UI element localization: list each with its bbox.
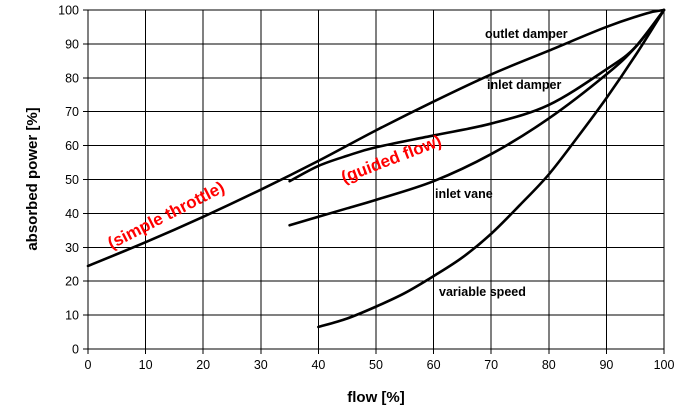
y-tick-label-8: 80: [65, 71, 79, 85]
series-line-inlet-damper: [288, 8, 666, 183]
y-tick-label-10: 100: [58, 4, 79, 18]
series-label-variable-speed: variable speed: [439, 285, 526, 299]
x-axis-title: flow [%]: [347, 389, 405, 406]
series-label-outlet-damper: outlet damper: [485, 27, 568, 41]
series-line-outlet-damper: [86, 8, 666, 268]
x-tick-label-7: 70: [484, 358, 498, 372]
x-tick-label-6: 60: [427, 358, 441, 372]
x-tick-label-0: 0: [85, 358, 92, 372]
y-tick-label-7: 70: [65, 105, 79, 119]
y-axis-title: absorbed power [%]: [24, 107, 41, 250]
y-tick-label-3: 30: [65, 241, 79, 255]
series-line-inlet-vane: [288, 8, 666, 227]
x-tick-label-4: 40: [311, 358, 325, 372]
series-line-variable-speed: [317, 8, 666, 329]
tick-labels: 0 10 20 30 40 50 60 70 80 90 100 0 10 20 30 40 50 60 70 80 9…: [58, 4, 674, 373]
x-tick-label-3: 30: [254, 358, 268, 372]
y-tick-label-4: 40: [65, 207, 79, 221]
x-tick-label-5: 50: [369, 358, 383, 372]
series-labels: outlet damper inlet damper inlet vane va…: [435, 27, 568, 299]
y-tick-label-1: 10: [65, 309, 79, 323]
y-tick-label-5: 50: [65, 173, 79, 187]
y-tick-label-0: 0: [72, 343, 79, 357]
x-tick-label-1: 10: [139, 358, 153, 372]
x-tick-label-10: 100: [654, 358, 675, 372]
grid: [87, 9, 665, 350]
series-label-inlet-vane: inlet vane: [435, 187, 493, 201]
y-tick-label-9: 90: [65, 37, 79, 51]
x-tick-label-9: 90: [599, 358, 613, 372]
series-lines: [86, 8, 666, 329]
x-tick-label-8: 80: [542, 358, 556, 372]
y-tick-label-2: 20: [65, 275, 79, 289]
series-label-inlet-damper: inlet damper: [487, 78, 561, 92]
x-tick-label-2: 20: [196, 358, 210, 372]
y-tick-label-6: 60: [65, 139, 79, 153]
